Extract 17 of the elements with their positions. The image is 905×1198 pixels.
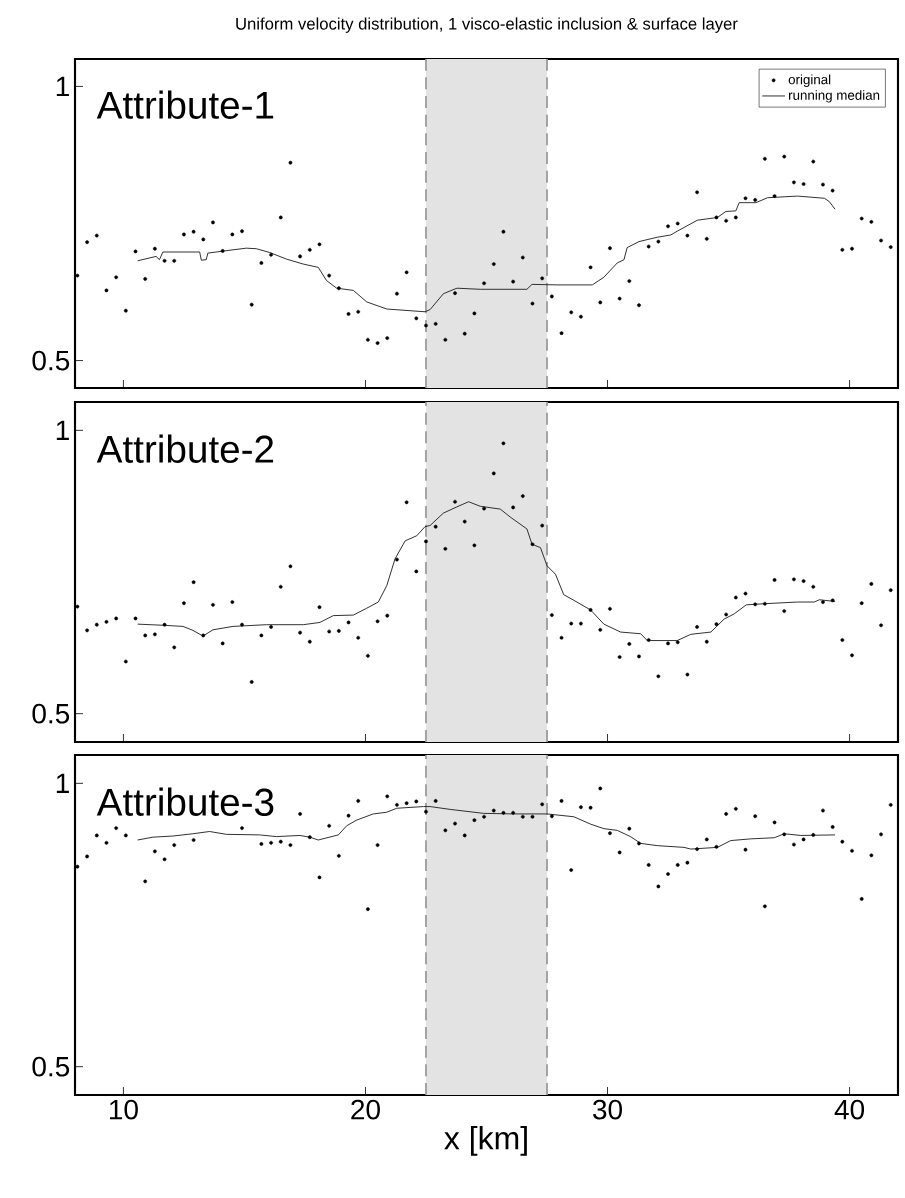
x-tick-label: 20 xyxy=(351,1099,380,1120)
y-tick-label: 0.5 xyxy=(32,350,70,371)
annotation: Attribute-1 xyxy=(96,90,274,119)
y-tick-label: 1 xyxy=(56,76,69,97)
x-tick-label: 10 xyxy=(109,1099,138,1120)
legend-label: original xyxy=(788,74,831,87)
y-tick-label: 0.5 xyxy=(32,1056,70,1077)
x-tick-label: 30 xyxy=(593,1099,622,1120)
x-tick-label: 40 xyxy=(834,1099,865,1120)
annotation: Attribute-2 xyxy=(96,434,274,463)
legend-label: running median xyxy=(789,90,880,103)
x-axis-title: x [km] xyxy=(444,1126,527,1156)
chart-title: Uniform velocity distribution, 1 visco-elastic inclusion & surface layer xyxy=(236,17,738,33)
y-tick-label: 0.5 xyxy=(32,703,70,724)
y-tick-label: 1 xyxy=(56,420,69,440)
annotation: Attribute-3 xyxy=(96,787,274,816)
y-tick-label: 1 xyxy=(56,773,69,793)
